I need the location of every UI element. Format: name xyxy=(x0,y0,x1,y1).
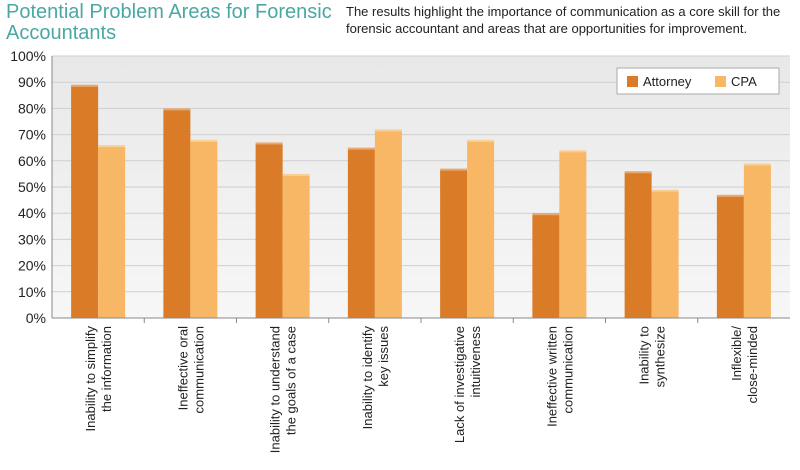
y-tick-label: 70% xyxy=(18,127,46,143)
bar-cpa xyxy=(467,139,495,318)
bar-highlight xyxy=(651,189,679,192)
y-tick-label: 80% xyxy=(18,100,46,116)
bar-highlight xyxy=(716,194,744,197)
y-tick-label: 40% xyxy=(18,205,46,221)
bar-highlight xyxy=(532,213,560,216)
bar-cpa xyxy=(651,189,679,318)
y-tick-label: 100% xyxy=(10,48,46,64)
bar-cpa xyxy=(190,139,218,318)
bar-highlight xyxy=(559,150,587,153)
bar-highlight xyxy=(467,139,495,142)
bar-cpa xyxy=(743,163,771,318)
y-tick-label: 20% xyxy=(18,258,46,274)
bar-attorney xyxy=(255,142,283,318)
y-tick-label: 90% xyxy=(18,74,46,90)
y-tick-label: 10% xyxy=(18,284,46,300)
bar-highlight xyxy=(347,147,375,150)
bar-attorney xyxy=(347,147,375,318)
bar-highlight xyxy=(440,168,468,171)
x-tick-label: Inability to simplifythe information xyxy=(83,326,114,432)
y-tick-label: 30% xyxy=(18,231,46,247)
page-title: Potential Problem Areas for Forensic Acc… xyxy=(6,1,332,44)
bar-cpa xyxy=(98,145,126,318)
bar-highlight xyxy=(255,142,283,145)
page-subtitle: The results highlight the importance of … xyxy=(346,4,781,36)
x-tick-label: Inability to understandthe goals of a ca… xyxy=(268,326,299,453)
y-tick-label: 60% xyxy=(18,153,46,169)
bar-highlight xyxy=(374,129,402,132)
x-tick-label: Ineffective oralcommunication xyxy=(175,326,206,414)
bar-attorney xyxy=(716,194,744,318)
bar-highlight xyxy=(190,139,218,142)
bar-highlight xyxy=(98,145,126,148)
y-tick-label: 50% xyxy=(18,179,46,195)
bar-highlight xyxy=(163,108,191,111)
bar-cpa xyxy=(374,129,402,318)
legend-swatch xyxy=(715,76,726,87)
x-tick-label: Ineffective writtencommunication xyxy=(544,326,575,427)
y-tick-label: 0% xyxy=(26,310,46,326)
bar-cpa xyxy=(559,150,587,318)
legend-box xyxy=(616,67,780,95)
x-tick-label: Inability tosynthesize xyxy=(637,326,668,387)
x-tick-label: Inability to identifykey issues xyxy=(360,326,391,430)
bar-highlight xyxy=(71,84,99,87)
bar-attorney xyxy=(624,171,652,318)
legend-label: Attorney xyxy=(643,74,692,89)
bar-attorney xyxy=(163,108,191,319)
bar-attorney xyxy=(440,168,468,318)
bar-highlight xyxy=(624,171,652,174)
bar-attorney xyxy=(71,84,99,318)
legend-swatch xyxy=(627,76,638,87)
bar-cpa xyxy=(282,173,310,318)
bar-highlight xyxy=(743,163,771,166)
bar-highlight xyxy=(282,173,310,176)
x-tick-label: Inflexible/close-minded xyxy=(729,326,760,404)
bar-attorney xyxy=(532,213,560,318)
legend-label: CPA xyxy=(731,74,757,89)
x-tick-label: Lack of investigativeintuitiveness xyxy=(452,326,483,444)
